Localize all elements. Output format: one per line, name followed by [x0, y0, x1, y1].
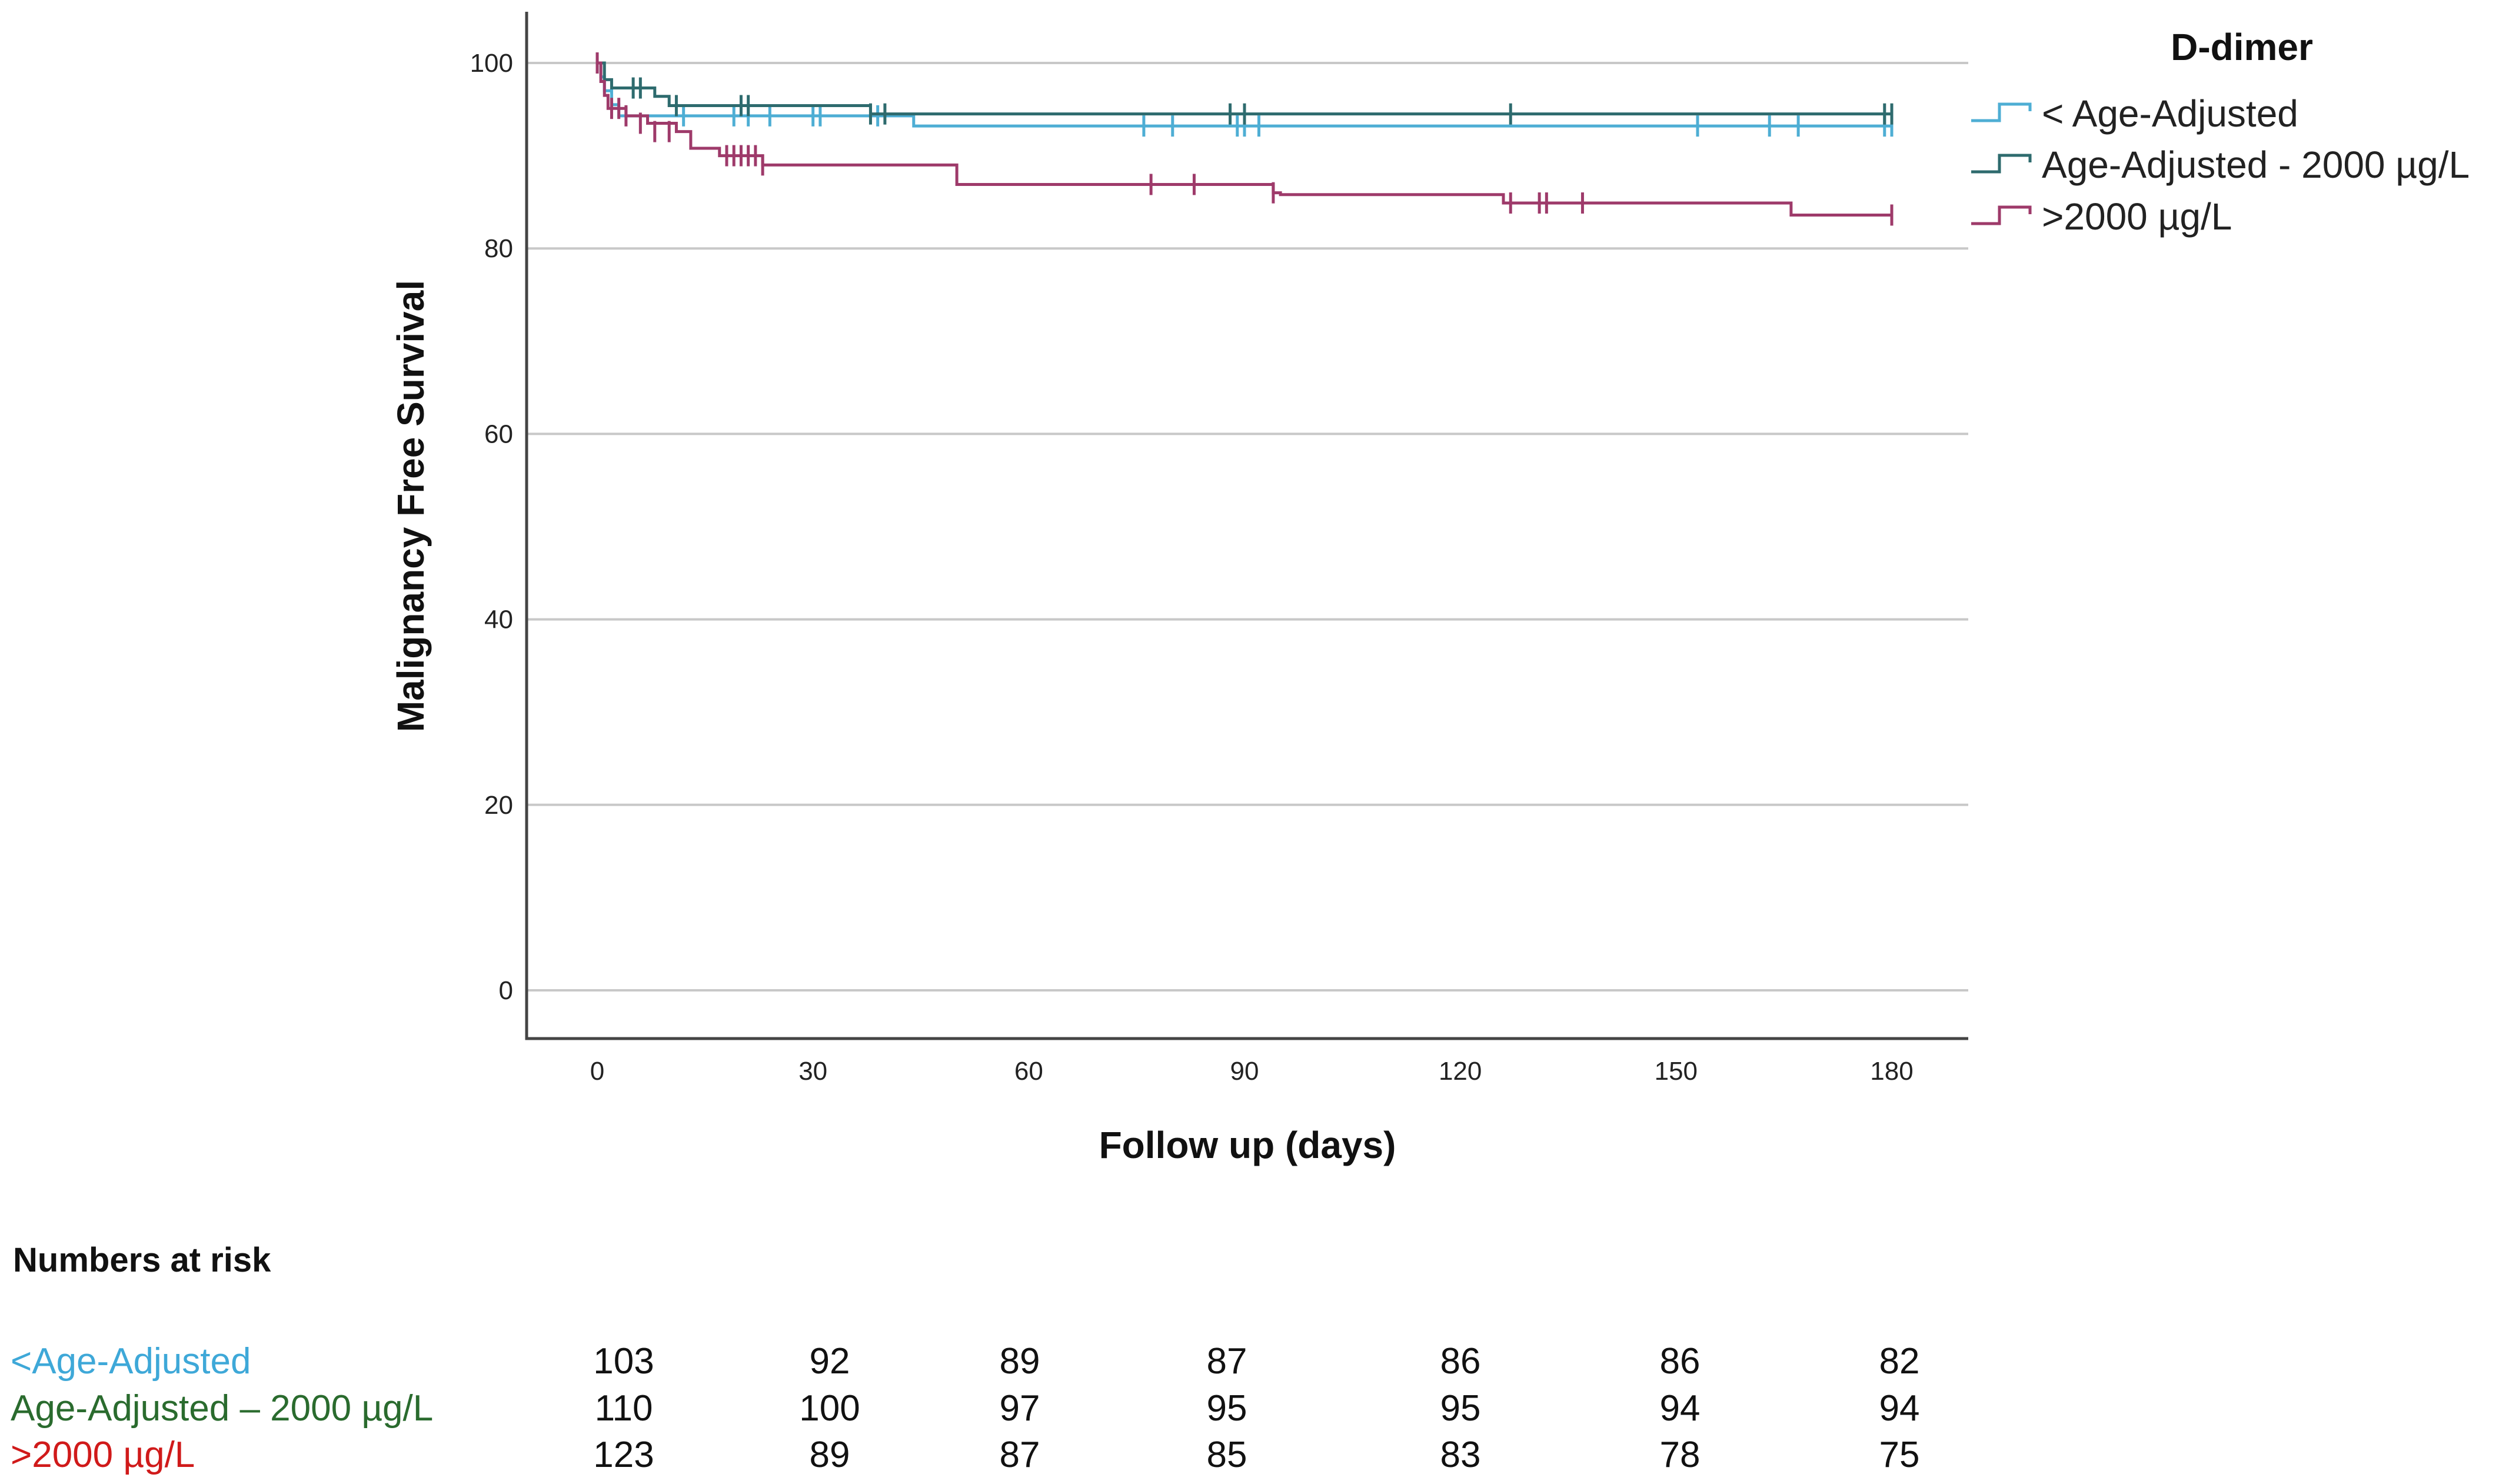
risk-row: >2000 µg/L 123 89 87 85 83 78 75: [0, 1434, 2509, 1481]
x-tick-labels: 0 30 60 90 120 150 180: [590, 1057, 1914, 1086]
x-tick-label: 30: [798, 1057, 827, 1086]
risk-value: 97: [999, 1388, 1040, 1429]
y-tick-label: 0: [499, 976, 513, 1005]
y-tick-label: 20: [484, 791, 513, 820]
grid-layer: [527, 62, 1968, 991]
numbers-at-risk-title: Numbers at risk: [13, 1241, 271, 1279]
risk-value: 82: [1879, 1341, 1920, 1382]
risk-value: 94: [1879, 1388, 1920, 1429]
legend-swatch: [1971, 102, 2032, 122]
risk-value: 78: [1659, 1435, 1701, 1475]
risk-value: 92: [809, 1341, 850, 1382]
y-tick-label: 60: [484, 420, 513, 448]
risk-row-label: >2000 µg/L: [11, 1435, 195, 1475]
legend-title: D-dimer: [2171, 26, 2313, 68]
x-tick-label: 90: [1230, 1057, 1259, 1086]
x-tick-label: 120: [1439, 1057, 1482, 1086]
risk-row: <Age-Adjusted 103 92 89 87 86 86 82: [0, 1340, 2509, 1387]
risk-value: 89: [809, 1435, 850, 1475]
legend-label: >2000 µg/L: [2042, 195, 2232, 238]
y-tick-label: 40: [484, 605, 513, 634]
x-tick-label: 0: [590, 1057, 604, 1086]
series-2: [595, 52, 1894, 226]
risk-value: 123: [593, 1435, 654, 1475]
risk-row-label: Age-Adjusted – 2000 µg/L: [11, 1388, 434, 1429]
risk-value: 95: [1440, 1388, 1481, 1429]
legend: < Age-Adjusted Age-Adjusted - 2000 µg/L >2…: [1971, 92, 2470, 238]
risk-value: 75: [1879, 1435, 1920, 1475]
risk-value: 100: [799, 1388, 860, 1429]
risk-value: 94: [1659, 1388, 1701, 1429]
risk-value: 86: [1659, 1341, 1701, 1382]
series-1: [597, 61, 1894, 125]
x-axis-title: Follow up (days): [1099, 1124, 1396, 1166]
risk-value: 103: [593, 1341, 654, 1382]
plot-frame: [525, 12, 1968, 1040]
survival-curve: [597, 61, 1892, 217]
series-layer: [595, 52, 1894, 226]
legend-swatch: [1971, 154, 2032, 174]
legend-label: < Age-Adjusted: [2042, 92, 2298, 135]
series-0: [597, 61, 1894, 137]
risk-value: 85: [1206, 1435, 1247, 1475]
risk-row: Age-Adjusted – 2000 µg/L 110 100 97 95 95 94 94: [0, 1387, 2509, 1435]
y-tick-labels: 0 20 40 60 80 100: [470, 49, 513, 1005]
y-tick-label: 80: [484, 234, 513, 263]
y-tick-label: 100: [470, 49, 513, 78]
legend-swatch: [1971, 205, 2032, 225]
x-tick-label: 60: [1014, 1057, 1043, 1086]
y-axis-title: Malignancy Free Survival: [390, 280, 432, 732]
risk-value: 86: [1440, 1341, 1481, 1382]
risk-value: 83: [1440, 1435, 1481, 1475]
legend-label: Age-Adjusted - 2000 µg/L: [2042, 144, 2470, 186]
risk-value: 110: [594, 1388, 653, 1429]
risk-value: 87: [1206, 1341, 1247, 1382]
risk-row-label: <Age-Adjusted: [11, 1341, 251, 1382]
x-tick-label: 180: [1870, 1057, 1913, 1086]
risk-value: 95: [1206, 1388, 1247, 1429]
risk-value: 87: [999, 1435, 1040, 1475]
risk-value: 89: [999, 1341, 1040, 1382]
x-tick-label: 150: [1655, 1057, 1698, 1086]
